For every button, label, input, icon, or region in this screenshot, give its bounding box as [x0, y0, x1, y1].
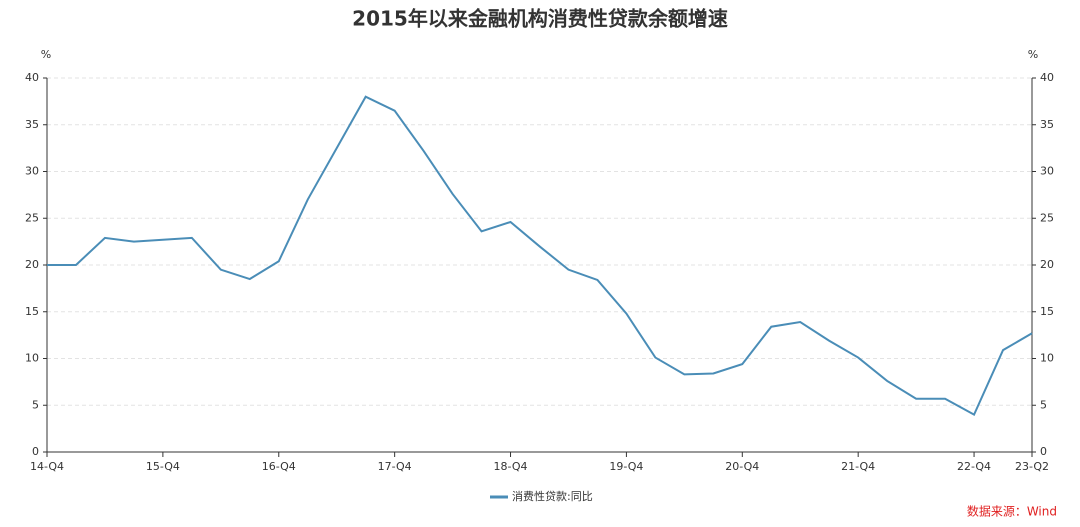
y2-tick-label: 5 [1040, 398, 1047, 411]
source-note: 数据来源：Wind [967, 504, 1057, 519]
y-tick-label: 35 [25, 118, 39, 131]
line-series [47, 95, 1033, 416]
legend-label: 消费性贷款:同比 [512, 489, 593, 503]
y-tick-label: 25 [25, 211, 39, 224]
y2-tick-label: 30 [1040, 165, 1054, 178]
y-tick-label: 5 [32, 398, 39, 411]
x-tick-label: 21-Q4 [841, 460, 875, 473]
x-tick-label: 22-Q4 [957, 460, 991, 473]
y-tick-label: 30 [25, 165, 39, 178]
x-tick-label: 17-Q4 [378, 460, 412, 473]
y2-tick-label: 25 [1040, 211, 1054, 224]
y2-tick-label: 35 [1040, 118, 1054, 131]
y-unit: % [41, 48, 51, 61]
y2-unit: % [1028, 48, 1038, 61]
y-tick-label: 10 [25, 352, 39, 365]
x-tick-label: 18-Q4 [494, 460, 528, 473]
y2-tick-label: 0 [1040, 445, 1047, 458]
y2-tick-label: 15 [1040, 305, 1054, 318]
y-tick-label: 20 [25, 258, 39, 271]
y2-tick-label: 10 [1040, 352, 1054, 365]
y-tick-label: 40 [25, 71, 39, 84]
x-tick-label: 23-Q2 [1015, 460, 1049, 473]
y-tick-label: 15 [25, 305, 39, 318]
x-tick-label: 15-Q4 [146, 460, 180, 473]
y-tick-label: 0 [32, 445, 39, 458]
x-tick-label: 19-Q4 [609, 460, 643, 473]
y2-tick-label: 20 [1040, 258, 1054, 271]
y2-tick-label: 40 [1040, 71, 1054, 84]
x-tick-label: 14-Q4 [30, 460, 64, 473]
x-tick-label: 16-Q4 [262, 460, 296, 473]
x-tick-label: 20-Q4 [725, 460, 759, 473]
chart-title: 2015年以来金融机构消费性贷款余额增速 [352, 7, 728, 31]
